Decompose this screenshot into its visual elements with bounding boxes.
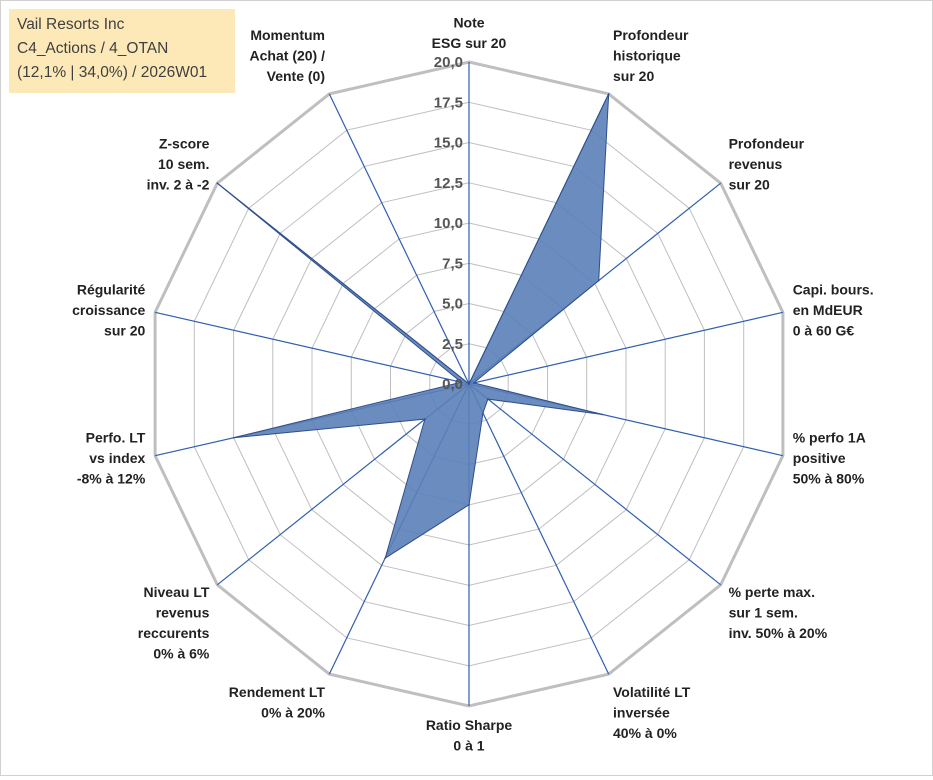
tick-label: 12,5: [434, 175, 463, 192]
axis-label: Note ESG sur 20: [432, 15, 507, 52]
axis-spoke: [154, 311, 470, 385]
axis-spoke: [468, 311, 784, 385]
tick-label: 5,0: [442, 296, 463, 313]
portfolio-label: C4_Actions / 4_OTAN: [17, 40, 169, 57]
data-point: [482, 412, 484, 414]
data-point: [468, 383, 470, 385]
axis-label: Rendement LT 0% à 20%: [229, 684, 326, 721]
axis-label: % perte max. sur 1 sem. inv. 50% à 20%: [729, 584, 828, 641]
data-point: [424, 418, 426, 420]
axis-label: Régularité croissance sur 20: [72, 282, 145, 339]
data-point: [607, 93, 610, 95]
axis-label: % perfo 1A positive 50% à 80%: [793, 429, 866, 486]
data-point: [384, 557, 387, 559]
axis-spoke: [468, 383, 722, 586]
data-series-area: [216, 93, 610, 560]
company-name: Vail Resorts Inc: [17, 16, 125, 33]
axis-spoke: [328, 93, 470, 385]
axis-label: Z-score 10 sem. inv. 2 à -2: [147, 135, 210, 192]
tick-label: 17,5: [434, 94, 463, 111]
axis-label: Capi. bours. en MdEUR 0 à 60 G€: [793, 282, 874, 339]
axis-label: Profondeur historique sur 20: [613, 27, 689, 84]
axis-label: Profondeur revenus sur 20: [729, 135, 805, 192]
params-label: (12,1% | 34,0%) / 2026W01: [17, 64, 208, 81]
data-point: [216, 182, 219, 184]
tick-label: 2,5: [442, 336, 463, 353]
data-point: [232, 436, 235, 439]
data-point: [601, 413, 604, 416]
data-point: [468, 504, 470, 506]
data-point: [472, 382, 475, 384]
tick-label: 10,0: [434, 215, 463, 232]
tick-label: 0,0: [442, 376, 463, 393]
tick-label: 20,0: [434, 54, 463, 71]
axis-spoke: [468, 383, 610, 675]
axis-label: Niveau LT revenus reccurents 0% à 6%: [138, 584, 210, 662]
axis-label: Momentum Achat (20) / Vente (0): [250, 27, 326, 84]
axis-label: Ratio Sharpe 0 à 1: [426, 717, 513, 754]
axis-label: Volatilité LT inversée 40% à 0%: [613, 684, 691, 741]
data-point: [487, 398, 489, 400]
tick-label: 7,5: [442, 255, 463, 272]
info-box: Vail Resorts Inc C4_Actions / 4_OTAN (12…: [9, 9, 235, 93]
data-point: [597, 279, 600, 282]
tick-label: 15,0: [434, 135, 463, 152]
data-point: [460, 381, 463, 384]
axis-label: Perfo. LT vs index -8% à 12%: [77, 429, 146, 486]
